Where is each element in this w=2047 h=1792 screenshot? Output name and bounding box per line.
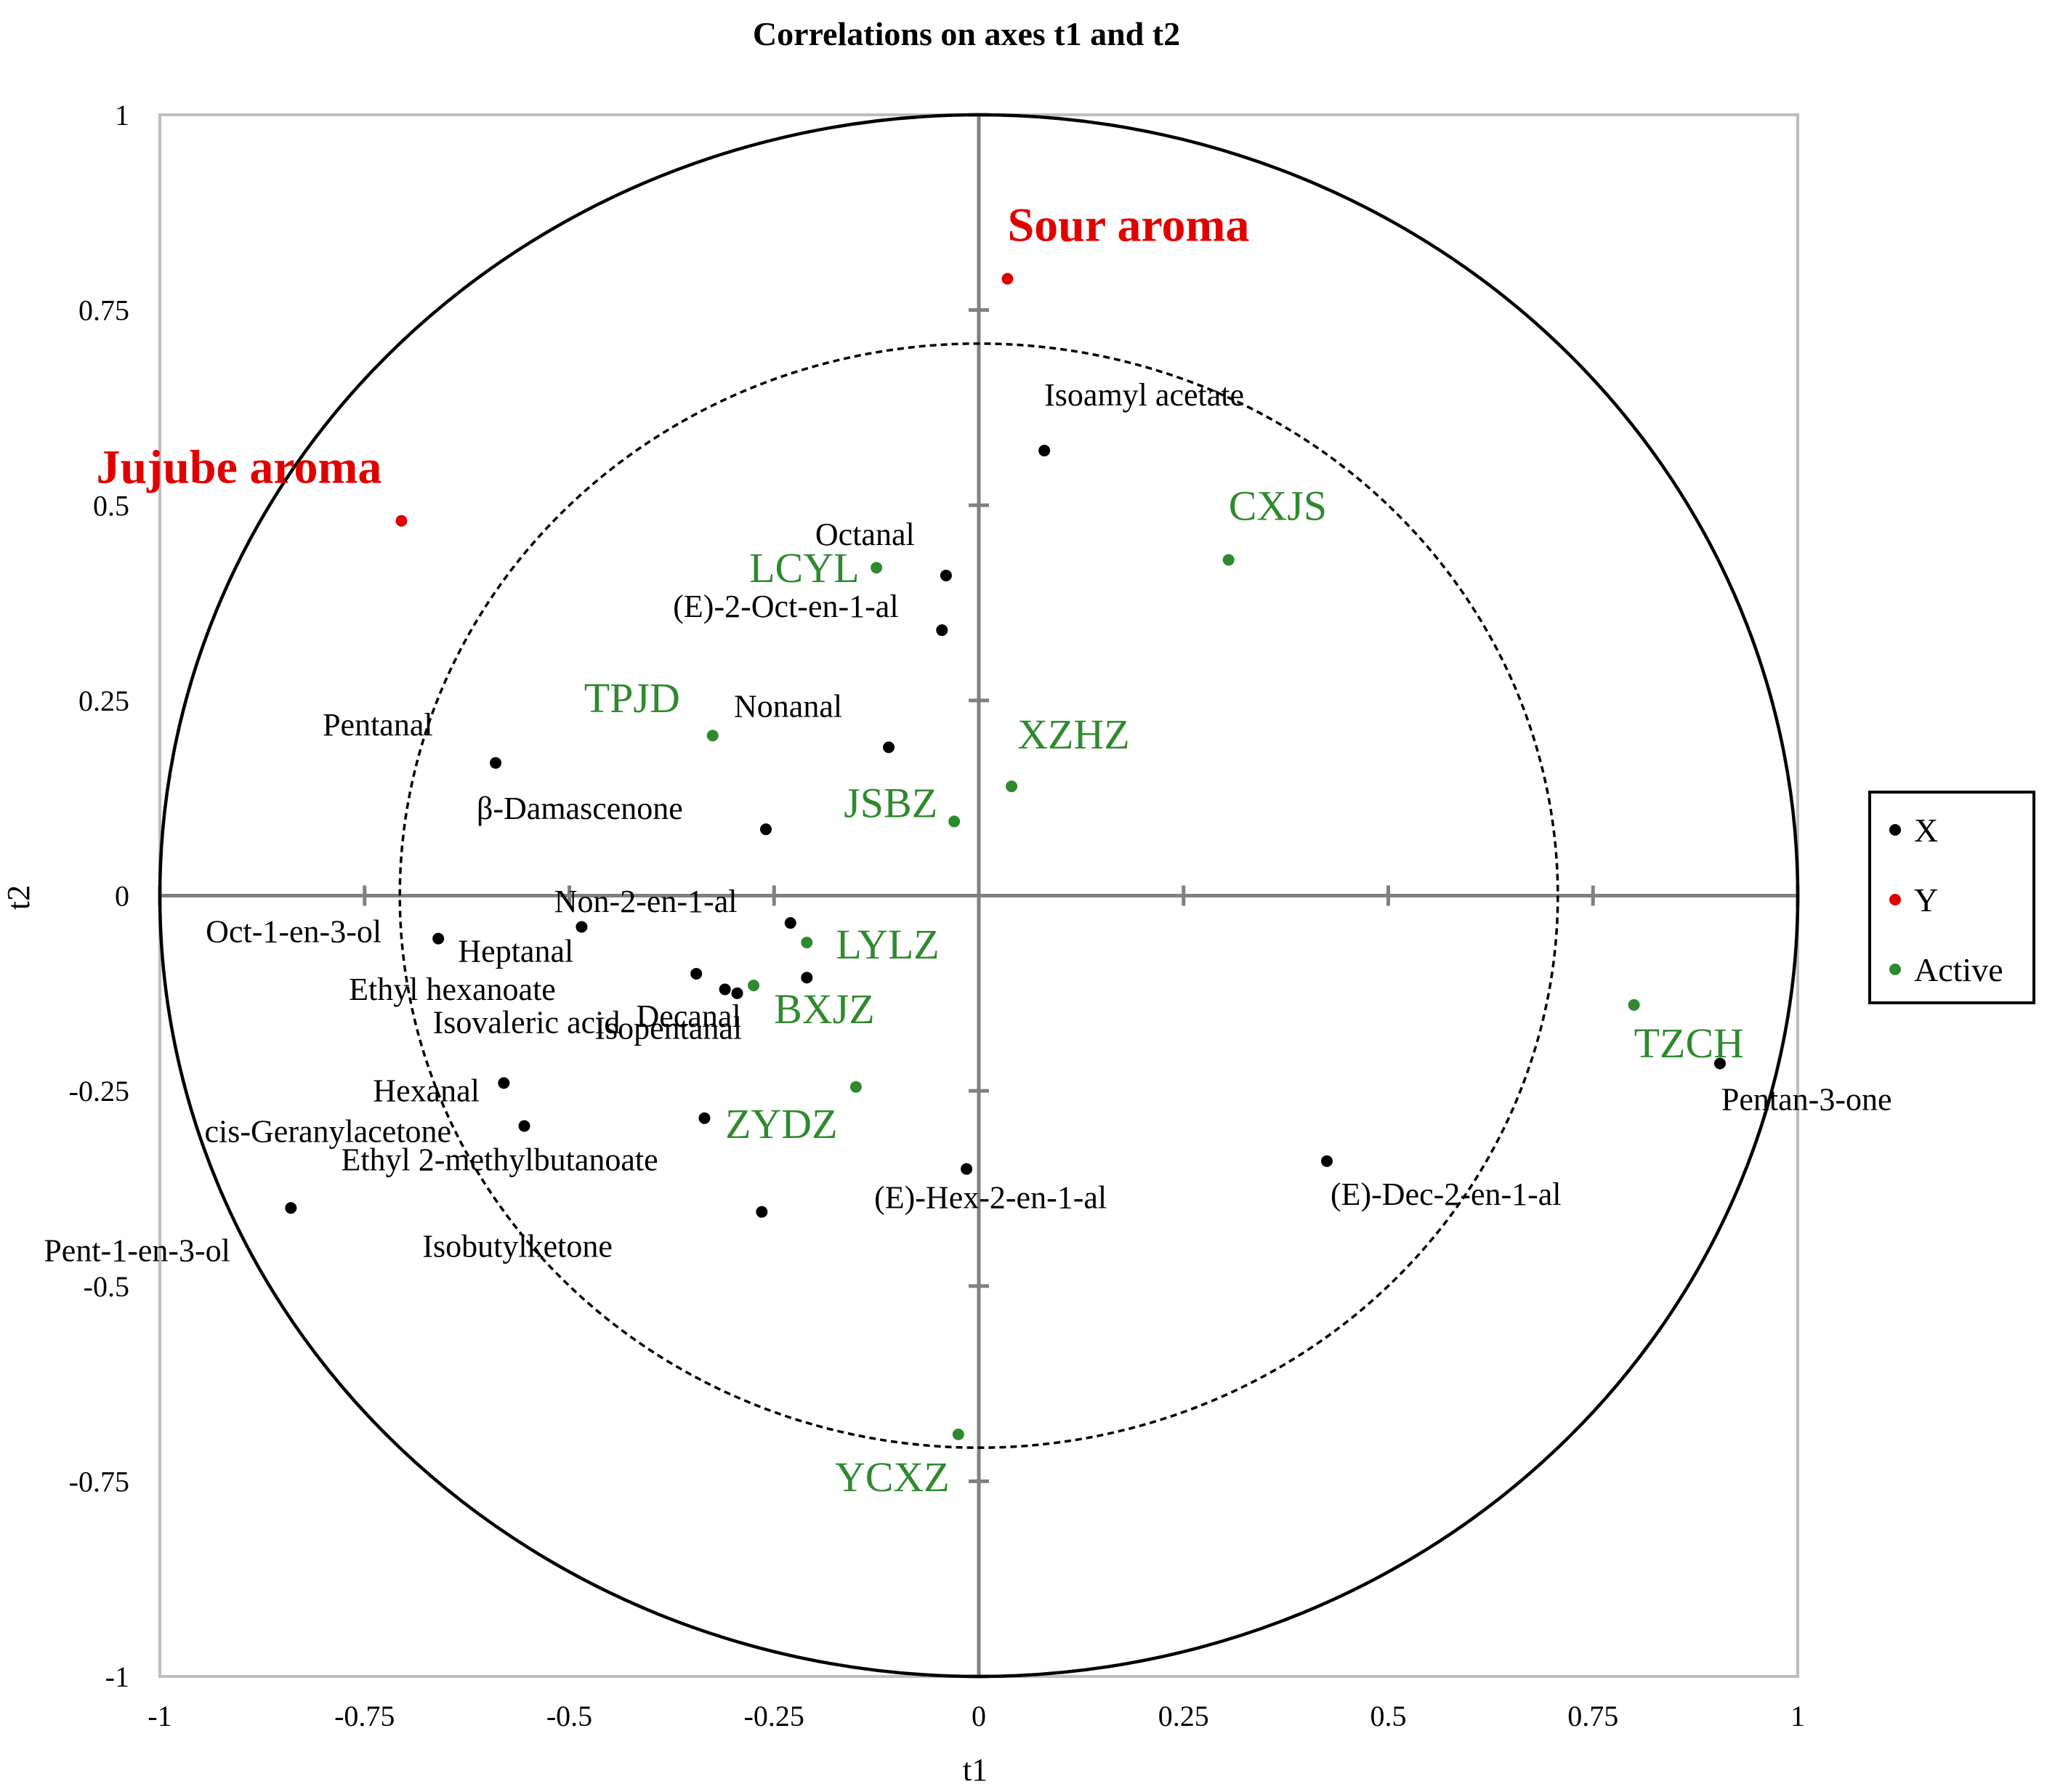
legend-entry: Active	[1914, 951, 2003, 988]
data-point-x	[518, 1120, 530, 1132]
data-point-active	[706, 730, 719, 742]
legend-marker	[1889, 824, 1901, 836]
data-point-x	[576, 921, 588, 933]
point-label: LYLZ	[836, 921, 939, 968]
y-tick-label: 0	[115, 880, 129, 913]
point-label: Non-2-en-1-al	[554, 884, 738, 919]
point-label: β-Damascenone	[477, 791, 683, 826]
point-label: YCXZ	[835, 1453, 950, 1501]
y-tick-label: -0.5	[84, 1270, 129, 1303]
data-point-x	[756, 1206, 768, 1218]
inner-dashed-circle	[398, 342, 1559, 1449]
legend-entry: X	[1914, 812, 1938, 849]
data-point-x	[961, 1163, 973, 1175]
point-label: Decanal	[637, 998, 741, 1034]
point-label: Heptanal	[458, 933, 573, 969]
point-label: Ethyl hexanoate	[349, 972, 556, 1007]
point-label: Isoamyl acetate	[1044, 377, 1244, 413]
point-label: TZCH	[1634, 1020, 1744, 1067]
legend-marker	[1889, 964, 1901, 975]
point-label: Jujube aroma	[96, 441, 381, 494]
data-point-x	[936, 624, 948, 637]
data-point-x	[690, 967, 703, 980]
data-point-active	[871, 562, 883, 574]
y-tick-label: 0.25	[78, 685, 129, 717]
point-label: Nonanal	[734, 688, 842, 724]
x-tick-label: 0.25	[1158, 1700, 1209, 1732]
point-label: cis-Geranylacetone	[205, 1113, 452, 1149]
point-label: ZYDZ	[725, 1100, 838, 1147]
chart-title: Correlations on axes t1 and t2	[753, 15, 1180, 52]
point-label: LCYL	[749, 544, 859, 592]
point-label: CXJS	[1229, 482, 1327, 529]
x-tick-label: 0	[972, 1700, 986, 1732]
point-label: Pentanal	[323, 707, 433, 743]
point-label: Oct-1-en-3-ol	[206, 914, 381, 950]
point-label: Isobutylketone	[422, 1229, 613, 1264]
point-label: Pentan-3-one	[1721, 1082, 1892, 1118]
data-point-x	[731, 987, 743, 999]
data-point-active	[1006, 780, 1018, 793]
legend-entry: Y	[1914, 881, 1938, 919]
data-point-active	[801, 936, 813, 948]
x-tick-label: -0.75	[334, 1700, 395, 1732]
x-tick-label: -0.25	[744, 1700, 804, 1732]
point-label: Pent-1-en-3-ol	[44, 1232, 230, 1268]
data-point-x	[432, 932, 445, 945]
data-point-x	[490, 756, 502, 769]
point-label: (E)-Dec-2-en-1-al	[1331, 1176, 1562, 1212]
legend-marker	[1889, 894, 1901, 905]
y-tick-label: 0.5	[93, 489, 129, 522]
data-point-active	[952, 1428, 964, 1440]
outer-unit-circle	[158, 113, 1800, 1679]
data-point-x	[1038, 445, 1051, 457]
x-tick-label: 0.5	[1370, 1700, 1407, 1732]
x-axis-title: t1	[963, 1752, 988, 1788]
y-tick-label: 1	[115, 99, 129, 132]
point-label: (E)-2-Oct-en-1-al	[673, 589, 898, 624]
data-point-x	[698, 1112, 711, 1124]
x-tick-label: 1	[1790, 1700, 1805, 1732]
point-label: TPJD	[584, 674, 680, 722]
point-label: Sour aroma	[1007, 199, 1249, 252]
legend: XY Active	[1868, 791, 2035, 1004]
data-point-active	[1628, 998, 1640, 1011]
point-label: JSBZ	[844, 779, 937, 826]
x-tick-label: 0.75	[1567, 1700, 1618, 1732]
point-label: Isopentanal	[594, 1010, 742, 1046]
data-point-y	[1001, 273, 1014, 285]
data-point-active	[748, 980, 760, 992]
data-point-active	[1222, 554, 1235, 566]
data-point-x	[498, 1077, 510, 1089]
data-point-y	[395, 514, 408, 527]
data-point-x	[940, 569, 952, 581]
y-axis-title: t2	[1, 885, 36, 910]
data-point-x	[1320, 1155, 1333, 1167]
plot-area: -1 -0.75 -0.5 -0.25 0 0.25 0.5 0.75 1 1 0.75 0.5 0.2…	[44, 99, 1891, 1732]
data-point-x	[883, 741, 895, 754]
point-label: Octanal	[815, 517, 915, 552]
data-point-x	[801, 972, 813, 984]
data-point-x	[719, 983, 731, 996]
point-label: BXJZ	[774, 985, 875, 1033]
point-label: (E)-Hex-2-en-1-al	[874, 1180, 1107, 1216]
data-point-x	[784, 917, 796, 929]
data-point-active	[849, 1081, 862, 1093]
data-point-x	[1713, 1057, 1726, 1070]
point-label: Hexanal	[373, 1073, 480, 1108]
y-tick-label: -0.75	[69, 1465, 129, 1498]
x-tick-label: -0.5	[546, 1700, 592, 1732]
y-tick-label: -0.25	[69, 1075, 129, 1107]
data-point-active	[948, 815, 961, 828]
point-label: Isovaleric acid	[433, 1004, 621, 1040]
x-tick-label: -1	[148, 1700, 171, 1732]
point-label: XZHZ	[1017, 711, 1130, 758]
data-point-x	[759, 823, 772, 836]
y-tick-label: -1	[105, 1660, 129, 1693]
data-point-x	[285, 1202, 297, 1214]
point-label: Ethyl 2-methylbutanoate	[341, 1142, 658, 1178]
y-tick-label: 0.75	[78, 294, 129, 327]
